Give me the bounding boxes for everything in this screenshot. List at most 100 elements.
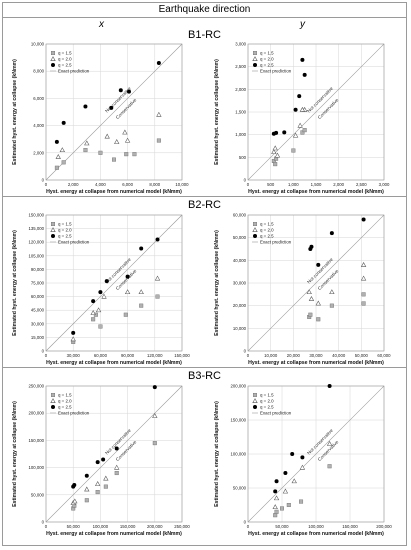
data-point [95,490,100,495]
x-tick-label: 8,000 [149,182,160,187]
y-tick-label: 75,000 [31,281,45,286]
data-point [282,488,289,494]
data-point [306,289,312,295]
data-point [71,330,76,335]
y-tick-label: 150,000 [28,438,44,443]
legend-q-2-5: q = 2.5 [58,405,72,410]
y-tick-label: 1,000 [235,132,246,137]
legend-exact-prediction: Exact prediction [58,69,90,74]
y-axis-label: Estimated hyst. energy at collapse (kNmm… [214,230,220,336]
legend-q-2-0: q = 2.0 [58,228,72,233]
data-point [327,384,332,388]
x-tick-label: 1,500 [311,182,322,187]
y-tick-label: 30,000 [31,321,45,326]
row-title-b2-rc: B2-RC [187,199,221,211]
data-point [286,502,291,507]
data-point [90,310,96,315]
legend-marker [253,221,258,226]
data-point [70,336,76,342]
data-point [118,88,123,93]
data-point [271,149,277,154]
legend-q-2-0: q = 2.0 [260,228,274,233]
data-point [103,484,108,489]
y-axis-label: Estimated hyst. energy at collapse (kNmm… [214,401,220,507]
y-tick-label: 2,000 [235,87,246,92]
row-divider [2,196,407,197]
x-tick-label: 150,000 [174,353,190,358]
legend-marker [50,227,56,232]
data-point [101,293,107,299]
data-point [316,262,321,267]
data-point [273,489,278,494]
legend-q-1-5: q = 1.5 [260,393,274,398]
data-point [114,464,120,470]
data-point [91,299,96,304]
legend-marker [51,234,55,238]
data-point [124,137,131,143]
data-point [91,317,96,322]
y-tick-label: 200,000 [230,384,246,389]
x-tick-label: 1,000 [288,182,299,187]
y-tick-label: 200,000 [28,411,44,416]
x-tick-label: 120,000 [147,353,163,358]
data-point [300,455,305,460]
data-point [152,385,157,390]
legend-q-2-5: q = 2.5 [260,63,274,68]
legend-marker [252,56,258,61]
data-point [125,274,130,279]
header-divider [2,17,407,18]
y-tick-label: 0 [244,349,247,354]
data-point [83,104,88,109]
chart-b3-y: 0 50,000 100,000 150,000 200,000 0 50,000 100,0… [212,384,402,538]
data-point [300,130,305,135]
legend-marker [51,63,55,67]
x-tick-label: 60,000 [94,353,108,358]
data-point [329,231,334,236]
data-point [155,237,160,242]
y-axis-label: Estimated hyst. energy at collapse (kNmm… [12,401,18,507]
data-point [279,506,284,511]
x-tick-label: 2,500 [356,182,367,187]
x-tick-label: 50,000 [355,353,369,358]
data-point [72,483,77,488]
legend-exact-prediction: Exact prediction [58,240,90,245]
data-point [95,481,101,486]
data-point [104,133,110,139]
y-tick-label: 0 [42,349,45,354]
data-point [126,89,131,94]
chart-b1-y: 0 500 1,000 1,500 2,000 2,500 3,000 0 500 1,000 1,… [212,42,402,196]
x-axis-label: Hyst. energy at collapse from numerical … [248,531,384,537]
x-tick-label: 50,000 [67,524,81,529]
x-tick-label: 40,000 [332,353,346,358]
data-point [361,301,366,306]
data-point [273,513,278,518]
x-tick-label: 250,000 [174,524,190,529]
plot-area-border [247,43,385,181]
data-point [299,499,304,504]
legend-marker [51,221,56,226]
y-tick-label: 30,000 [233,281,247,286]
data-point [292,132,299,138]
chart-b2-x: 0 15,000 30,000 45,000 60,000 75,000 90,000 105… [10,213,200,367]
data-point [84,473,89,478]
data-point [152,413,158,418]
legend-exact-prediction: Exact prediction [260,411,292,416]
data-point [54,139,59,144]
x-tick-label: 2,000 [333,182,344,187]
x-tick-label: 10,000 [175,182,189,187]
data-point [98,324,103,329]
x-tick-label: 150,000 [120,524,136,529]
y-tick-label: 105,000 [28,253,44,258]
x-tick-label: 90,000 [121,353,135,358]
y-tick-label: 250,000 [28,384,44,389]
data-point [360,261,367,267]
data-point [272,145,278,151]
x-tick-label: 0 [247,353,250,358]
x-tick-label: 20,000 [287,353,301,358]
legend-marker [50,56,56,61]
chart-b2-y: 0 10,000 20,000 30,000 40,000 50,000 60,000 0 10… [212,213,402,367]
x-tick-label: 200,000 [147,524,163,529]
data-point [109,105,114,110]
x-tick-label: 10,000 [264,353,278,358]
data-point [72,498,78,504]
